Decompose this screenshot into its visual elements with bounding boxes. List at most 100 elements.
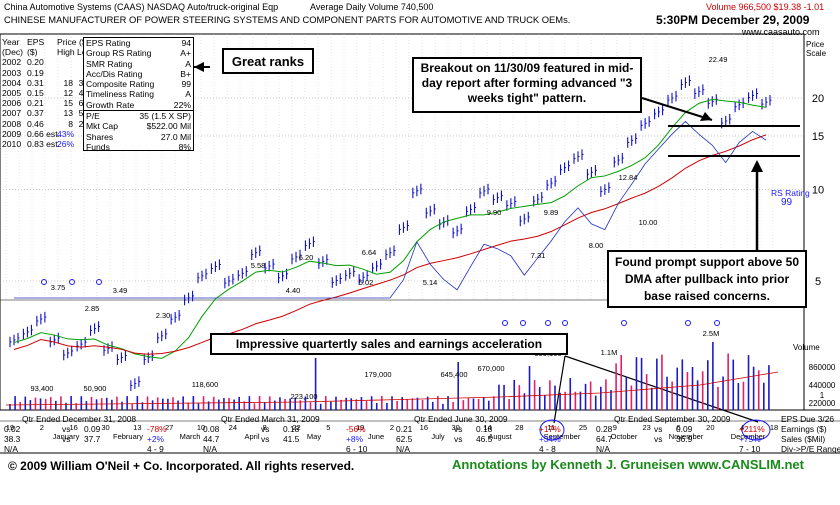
price-tick-label: 5 — [815, 276, 821, 288]
eps-price-range: 15 6 — [57, 98, 83, 108]
rank-value: 22% — [173, 99, 191, 110]
quarter-title: Qtr Ended September 30, 2009 — [614, 414, 731, 424]
price-label: 9.89 — [544, 208, 559, 217]
day-tick-label: 22 — [292, 423, 300, 432]
eps-table: Year EPS Price ($) (Dec) ($) High Low 2002 0.… — [2, 37, 93, 149]
rank-label: Composite Rating — [86, 79, 155, 90]
volume-label: 2.5M — [703, 329, 720, 338]
eps-row: 2008 0.46 8 2 — [2, 119, 83, 129]
price-label: 2.30 — [156, 311, 171, 320]
relative-strength-line — [14, 120, 767, 299]
eps-due: EPS Due 3/26 — [781, 414, 835, 424]
day-tick-label: 19 — [356, 423, 364, 432]
rank-label: EPS Rating — [86, 38, 131, 48]
price-tick-label: 20 — [812, 93, 824, 105]
eps-value: 0.66 est. — [27, 128, 60, 139]
great-ranks-arrowhead — [194, 62, 204, 72]
vs-label: vs — [261, 434, 270, 444]
eps-price-range: 12 4 — [57, 88, 83, 98]
quarter-eps-cur: 0.09 — [676, 424, 693, 434]
eps-high: 26% — [57, 138, 75, 149]
day-tick-label: 2 — [40, 423, 44, 432]
month-label: September — [544, 432, 581, 441]
event-marker — [69, 279, 75, 285]
rank-label: Funds — [86, 141, 110, 152]
quarter-eps-change: -56% — [346, 424, 366, 434]
eps-row: 2004 0.31 18 3 — [2, 78, 83, 88]
day-tick-label: 5 — [326, 423, 330, 432]
day-tick-label: 4 — [740, 423, 744, 432]
quarter-sales-change: +75% — [739, 434, 761, 444]
rank-row: P/E 35 (1.5 X SP) — [84, 110, 193, 121]
price-scale-label-2: Scale — [806, 49, 827, 58]
month-label: July — [431, 432, 445, 441]
quarter-eps-prev: 0.02 — [4, 424, 21, 434]
volume-tick-label: 440000 — [809, 381, 836, 390]
eps-year: 2002 — [2, 57, 22, 68]
month-label: May — [307, 432, 321, 441]
eps-subheader-dec: (Dec) — [2, 47, 24, 58]
event-marker — [621, 320, 627, 326]
quarter-sales-change: +34% — [539, 434, 561, 444]
sales-label: Sales ($Mil) — [781, 434, 826, 444]
eps-row: 2009 0.66 est. 43% — [2, 129, 83, 139]
quarter-eps-prev: 0.28 — [596, 424, 613, 434]
eps-value: 0.19 — [27, 67, 44, 78]
eps-row: 2002 0.20 — [2, 57, 83, 67]
eps-low: 6 — [78, 98, 84, 109]
event-marker — [562, 320, 568, 326]
rank-row: Group RS Rating A+ — [84, 48, 193, 58]
rank-row: EPS Rating 94 — [84, 38, 193, 48]
event-marker — [520, 320, 526, 326]
eps-low: 3 — [78, 77, 84, 88]
eps-row: 2010 0.83 est. 26% — [2, 139, 83, 149]
eps-header-eps: EPS — [27, 37, 45, 47]
price-label: 9.90 — [487, 208, 502, 217]
copyright: © 2009 William O'Neil + Co. Incorporated… — [8, 459, 355, 473]
month-label: March — [180, 432, 201, 441]
eps-year: 2010 — [2, 138, 22, 149]
eps-year: 2008 — [2, 118, 22, 129]
volume-label: 670,000 — [477, 364, 504, 373]
eps-high: 13 — [63, 108, 73, 119]
rank-row: SMR Rating A — [84, 59, 193, 69]
quarter-sales-prev: 38.3 — [4, 434, 21, 444]
month-label: August — [488, 432, 512, 441]
eps-price-range: 13 5 — [57, 108, 83, 118]
earnings-label: Earnings ($) — [781, 424, 827, 434]
event-marker — [685, 320, 691, 326]
volume-moving-average — [5, 371, 779, 406]
quarter-eps-change: -78% — [147, 424, 167, 434]
rank-value: A — [185, 58, 191, 69]
price-label: 6.20 — [299, 253, 314, 262]
div-pe-label: Div->P/E Range — [781, 444, 840, 454]
eps-price-range — [57, 57, 83, 67]
eps-high: 8 — [68, 118, 73, 129]
rank-label: Shares — [86, 131, 114, 142]
eps-row: 2003 0.19 — [2, 68, 83, 78]
volume-label: 179,000 — [364, 370, 391, 379]
quarter-eps-prev: 0.21 — [396, 424, 413, 434]
rank-row: Funds 8% — [84, 142, 193, 152]
rank-label: Mkt Cap — [86, 121, 118, 132]
month-label: February — [113, 432, 143, 441]
price-label: 10.00 — [639, 218, 658, 227]
rs-rating-label: RS Rating — [771, 188, 810, 198]
eps-value: 0.46 — [27, 118, 44, 129]
highlight-circle — [741, 419, 771, 441]
eps-year: 2003 — [2, 67, 22, 78]
eps-high: 15 — [63, 98, 73, 109]
rank-value: $522.00 Mil — [146, 121, 191, 132]
price-label: 6.64 — [362, 248, 377, 257]
day-tick-label: 28 — [515, 423, 523, 432]
quarter-pe-prev: N/A — [4, 444, 18, 454]
volume-label: 93,400 — [31, 384, 54, 393]
price-label: 8.00 — [589, 241, 604, 250]
day-tick-label: 8 — [263, 423, 267, 432]
quarter-eps-prev: 0.08 — [203, 424, 220, 434]
eps-price-range: 8 2 — [57, 119, 83, 129]
day-tick-label: 13 — [133, 423, 141, 432]
volume-label: 118,600 — [192, 380, 219, 389]
rank-row: Mkt Cap $522.00 Mil — [84, 121, 193, 131]
eps-year: 2009 — [2, 128, 22, 139]
